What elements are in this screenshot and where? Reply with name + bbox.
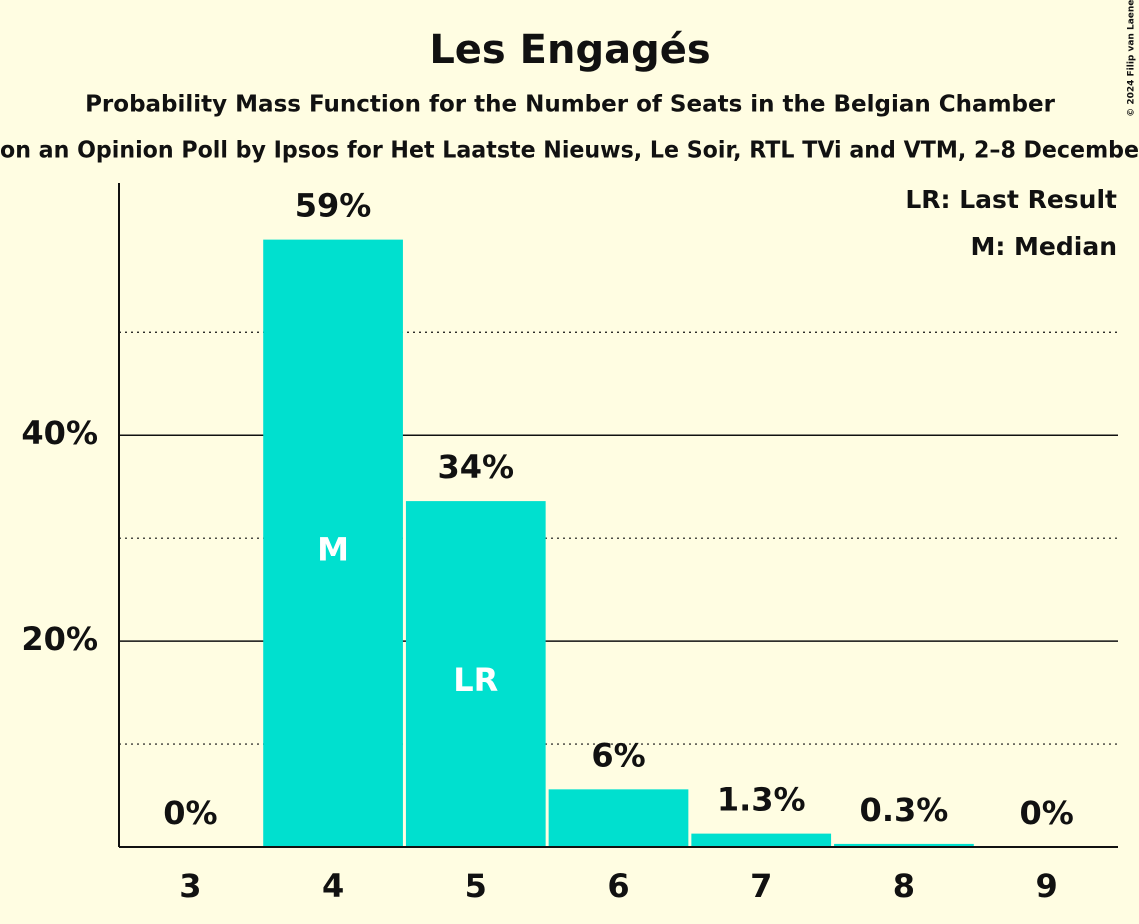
bar [263,239,403,848]
x-tick-label: 3 [179,867,201,905]
bar-annotation: M [317,530,349,568]
legend-note: M: Median [970,232,1117,261]
bar [834,843,974,847]
value-label: 6% [591,736,645,774]
value-label: 59% [295,187,372,225]
x-tick-label: 5 [465,867,487,905]
x-tick-label: 8 [893,867,915,905]
copyright: © 2024 Filip van Laenen [1127,0,1137,117]
legend-note: LR: Last Result [905,185,1117,214]
x-tick-label: 4 [322,867,344,905]
value-label: 34% [437,448,514,486]
chart-title: Les Engagés [429,27,710,73]
y-tick-label: 20% [21,620,98,658]
x-tick-label: 9 [1036,867,1058,905]
bar-annotation: LR [453,661,498,699]
bar [548,789,689,847]
bar [691,833,832,847]
value-label: 1.3% [717,781,806,819]
chart-subtitle: Probability Mass Function for the Number… [85,92,1056,118]
x-tick-label: 7 [750,867,772,905]
bar [405,501,546,847]
y-tick-label: 40% [21,414,98,452]
value-label: 0.3% [860,791,949,829]
x-tick-label: 6 [607,867,629,905]
chart-subtitle-2: on an Opinion Poll by Ipsos for Het Laat… [0,138,1139,164]
value-label: 0% [1019,794,1073,832]
value-label: 0% [163,794,217,832]
